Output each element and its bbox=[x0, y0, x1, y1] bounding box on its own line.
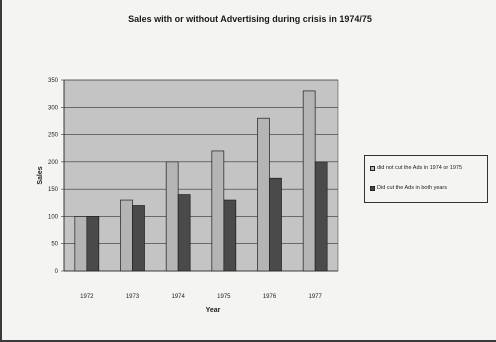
bar-series-2 bbox=[269, 177, 282, 272]
y-tick-label: 350 bbox=[48, 78, 59, 84]
bar-series-2 bbox=[223, 199, 237, 272]
y-tick-label: 300 bbox=[48, 105, 59, 111]
y-tick-label: 150 bbox=[48, 187, 59, 193]
x-tick-label: 1973 bbox=[126, 294, 140, 300]
legend-swatch-series-2 bbox=[370, 185, 375, 191]
legend-item-series-2: Did cut the Ads in both years bbox=[370, 185, 447, 191]
bar-series-1 bbox=[120, 199, 133, 272]
x-tick-label: 1974 bbox=[171, 294, 185, 300]
legend-swatch-series-1 bbox=[370, 165, 375, 171]
y-axis-label: Sales bbox=[37, 166, 44, 184]
bar-series-1 bbox=[211, 150, 225, 272]
x-tick-label: 1972 bbox=[80, 294, 94, 300]
x-axis-label: Year bbox=[206, 307, 221, 314]
bar-series-2 bbox=[177, 194, 191, 272]
chart-legend: did not cut the Ads in 1974 or 1975 Did … bbox=[364, 155, 488, 203]
bar-series-1 bbox=[257, 117, 270, 272]
chart-title: Sales with or without Advertising during… bbox=[128, 14, 372, 24]
legend-item-series-1: did not cut the Ads in 1974 or 1975 bbox=[370, 165, 462, 171]
x-tick-label: 1975 bbox=[217, 294, 231, 300]
bar-series-2 bbox=[314, 161, 328, 272]
bar-series-2 bbox=[86, 216, 100, 272]
bar-series-1 bbox=[302, 90, 316, 272]
x-tick-label: 1977 bbox=[308, 294, 322, 300]
legend-label-series-1: did not cut the Ads in 1974 or 1975 bbox=[377, 165, 463, 171]
bar-series-1 bbox=[165, 161, 179, 272]
y-tick-label: 250 bbox=[48, 133, 59, 139]
legend-label-series-2: Did cut the Ads in both years bbox=[377, 185, 448, 191]
y-tick-label: 100 bbox=[48, 214, 59, 220]
x-tick-label: 1976 bbox=[263, 294, 277, 300]
y-tick-label: 50 bbox=[51, 242, 58, 248]
y-tick-label: 200 bbox=[48, 160, 59, 166]
plot-area bbox=[63, 79, 339, 272]
bar-series-2 bbox=[132, 205, 145, 272]
bar-series-1 bbox=[74, 216, 88, 272]
y-tick-label: 0 bbox=[55, 269, 59, 275]
